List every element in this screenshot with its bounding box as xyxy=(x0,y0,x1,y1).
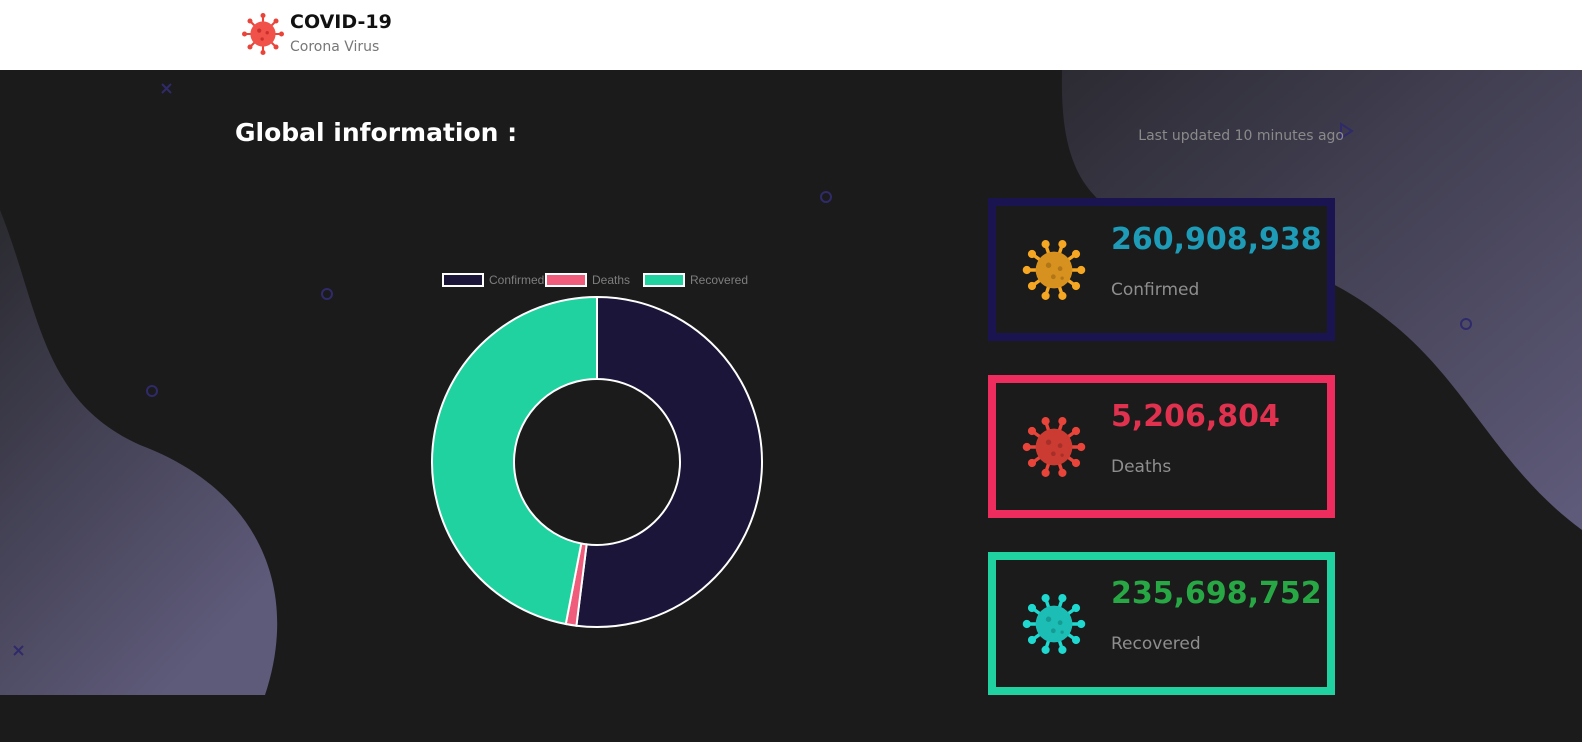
recovered-card: 235,698,752 Recovered xyxy=(988,552,1335,695)
legend-label-deaths[interactable]: Deaths xyxy=(592,273,630,287)
recovered-value: 235,698,752 xyxy=(1111,576,1322,611)
legend-label-recovered[interactable]: Recovered xyxy=(690,273,748,287)
legend-swatch-confirmed[interactable] xyxy=(442,273,484,287)
legend-swatch-recovered[interactable] xyxy=(643,273,685,287)
confirmed-card: 260,908,938 Confirmed xyxy=(988,198,1335,341)
recovered-label: Recovered xyxy=(1111,634,1201,654)
chart-svg: Confirmed Deaths Recovered xyxy=(431,273,763,628)
confirmed-value: 260,908,938 xyxy=(1111,222,1322,257)
virus-icon xyxy=(1022,240,1086,300)
last-updated: Last updated 10 minutes ago xyxy=(1138,128,1344,144)
app-subtitle: Corona Virus xyxy=(290,39,380,55)
top-header: COVID-19 Corona Virus xyxy=(0,0,1582,70)
deaths-card: 5,206,804 Deaths xyxy=(988,375,1335,518)
legend-swatch-deaths[interactable] xyxy=(545,273,587,287)
legend-label-confirmed[interactable]: Confirmed xyxy=(489,273,544,287)
donut-slice-recovered[interactable] xyxy=(431,295,598,626)
brand[interactable]: COVID-19 Corona Virus xyxy=(242,11,392,57)
app-title: COVID-19 xyxy=(290,11,392,33)
main-section: Global information : Last updated 10 min… xyxy=(0,70,1582,742)
virus-icon xyxy=(242,13,284,55)
virus-icon xyxy=(1022,417,1086,477)
deaths-value: 5,206,804 xyxy=(1111,399,1280,434)
donut-slice-confirmed[interactable] xyxy=(575,295,763,628)
section-title: Global information : xyxy=(235,118,518,147)
deaths-label: Deaths xyxy=(1111,457,1172,477)
donut-chart: Confirmed Deaths Recovered xyxy=(420,260,780,640)
confirmed-label: Confirmed xyxy=(1111,280,1200,300)
background-decoration xyxy=(0,70,1582,695)
virus-icon xyxy=(1022,594,1086,654)
